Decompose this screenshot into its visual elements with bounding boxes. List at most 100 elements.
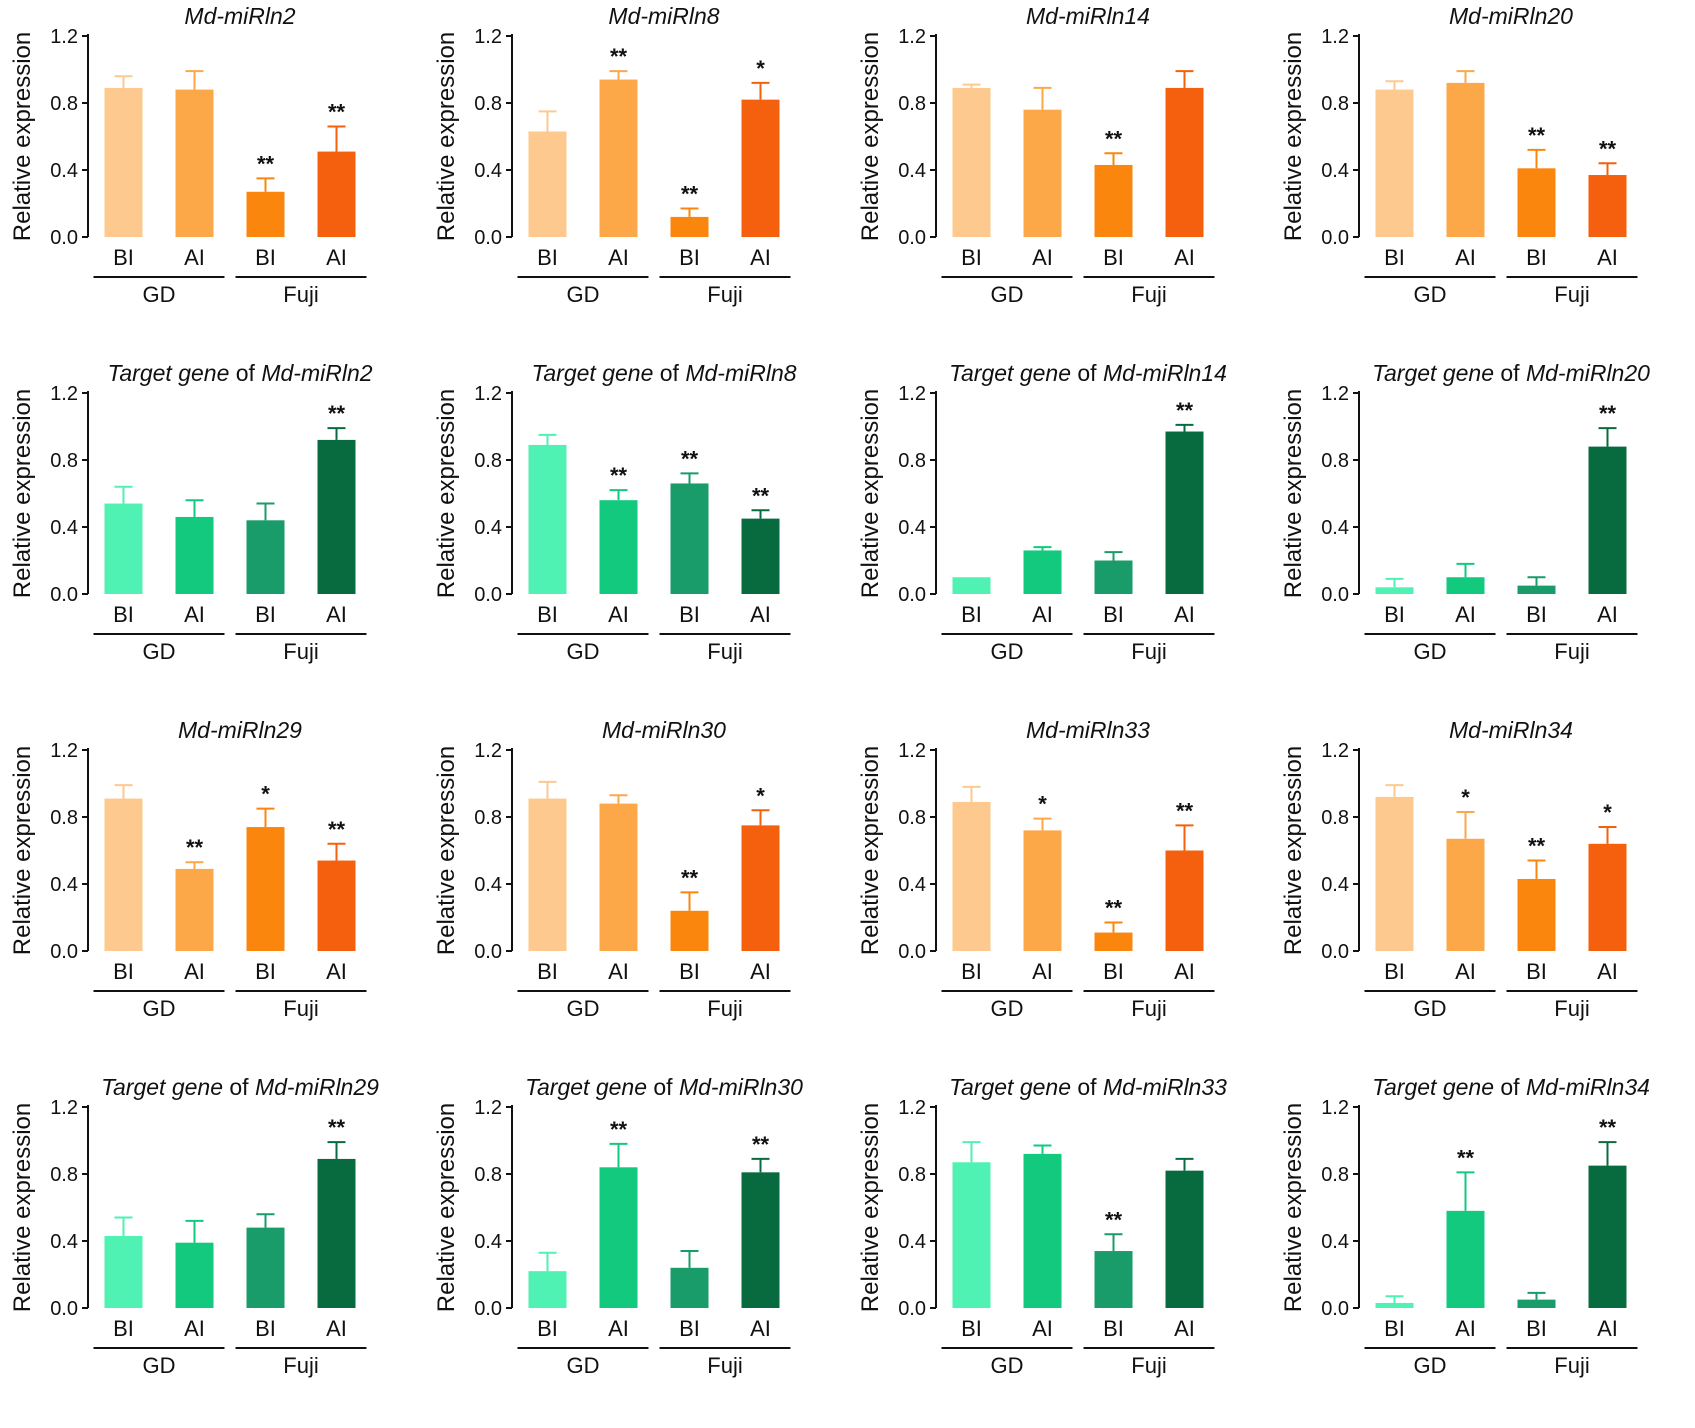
y-axis-label: Relative expression: [433, 1103, 460, 1312]
bar-chart: Target gene of Md-miRln34 Relative expres…: [1280, 1074, 1650, 1378]
chart-title: Target gene of Md-miRln2: [107, 360, 372, 386]
x-tick-label: AI: [1455, 245, 1476, 270]
bar: [1094, 164, 1132, 237]
y-tick-label: 0.4: [898, 874, 926, 896]
bar-chart: Target gene of Md-miRln29 Relative expres…: [9, 1074, 379, 1378]
chart-title-of: of: [223, 1074, 255, 1100]
bar: [599, 500, 638, 594]
chart-panel: Target gene of Md-miRln2 Relative express…: [0, 357, 423, 714]
chart-panel: Target gene of Md-miRln14 Relative expres…: [848, 357, 1271, 714]
y-tick-label: 0.8: [1321, 93, 1349, 115]
group-label: Fuji: [1555, 639, 1590, 664]
x-tick-label: AI: [750, 959, 771, 984]
bar: [1094, 560, 1132, 594]
chart-panel: Md-miRln14 Relative expression 0.0 0.4 0.8 1.…: [848, 0, 1271, 357]
group-label: GD: [990, 282, 1023, 307]
y-tick-label: 0.0: [898, 1298, 926, 1320]
y-tick-label: 1.2: [1321, 26, 1349, 48]
y-axis-label: Relative expression: [857, 1103, 884, 1312]
bar: [1165, 431, 1203, 594]
chart-title-of: of: [1494, 1074, 1526, 1100]
x-tick-label: BI: [255, 602, 276, 627]
group-label: Fuji: [283, 282, 318, 307]
y-tick-label: 1.2: [1321, 1097, 1349, 1119]
y-tick-label: 0.4: [1321, 517, 1349, 539]
x-tick-label: AI: [184, 245, 205, 270]
chart-title-italic: Target gene: [1372, 360, 1494, 386]
chart-title-italic: Md-miRln8: [608, 3, 719, 29]
group-label: GD: [566, 282, 599, 307]
bar: [1165, 850, 1203, 951]
x-tick-label: AI: [1032, 1316, 1053, 1341]
y-tick-label: 0.0: [474, 941, 502, 963]
bar: [670, 216, 709, 237]
significance-label: **: [328, 99, 346, 124]
chart-title-italic: Target gene: [101, 1074, 223, 1100]
significance-label: *: [756, 56, 765, 81]
significance-label: **: [681, 446, 699, 471]
bar: [175, 868, 214, 951]
bar: [952, 1162, 990, 1308]
bar: [528, 131, 567, 237]
x-tick-label: BI: [1526, 245, 1547, 270]
y-tick-label: 1.2: [1321, 383, 1349, 405]
x-tick-label: BI: [961, 959, 982, 984]
y-tick-label: 0.0: [898, 941, 926, 963]
bar-chart: Md-miRln20 Relative expression 0.0 0.4 0.8 1.…: [1280, 3, 1638, 307]
y-tick-label: 0.4: [898, 517, 926, 539]
x-tick-label: BI: [113, 1316, 134, 1341]
bar: [175, 1242, 214, 1308]
chart-title: Md-miRln30: [602, 717, 726, 743]
bar: [1375, 796, 1414, 951]
significance-label: **: [681, 865, 699, 890]
significance-label: **: [1104, 896, 1122, 921]
chart-title: Target gene of Md-miRln33: [949, 1074, 1227, 1100]
bar: [104, 1235, 143, 1308]
x-tick-label: BI: [679, 959, 700, 984]
y-axis-label: Relative expression: [433, 32, 460, 241]
x-tick-label: BI: [679, 602, 700, 627]
bar: [246, 1227, 285, 1308]
x-tick-label: BI: [255, 959, 276, 984]
significance-label: **: [328, 401, 346, 426]
x-tick-label: AI: [608, 245, 629, 270]
chart-title: Target gene of Md-miRln30: [525, 1074, 803, 1100]
bar: [1375, 89, 1414, 237]
chart-title-gene: Md-miRln29: [255, 1074, 379, 1100]
group-label: Fuji: [1131, 639, 1166, 664]
bar: [1165, 1170, 1203, 1308]
group-label: Fuji: [707, 639, 742, 664]
bar: [317, 439, 356, 594]
bar: [741, 825, 780, 951]
x-tick-label: BI: [1103, 602, 1124, 627]
significance-label: **: [1599, 136, 1617, 161]
y-tick-label: 0.4: [50, 874, 78, 896]
bar-chart: Target gene of Md-miRln8 Relative express…: [433, 360, 797, 664]
x-tick-label: BI: [255, 1316, 276, 1341]
chart-title-italic: Md-miRln29: [178, 717, 302, 743]
y-tick-label: 0.8: [1321, 1164, 1349, 1186]
bar: [741, 99, 780, 238]
group-label: GD: [990, 996, 1023, 1021]
x-tick-label: BI: [961, 602, 982, 627]
x-tick-label: BI: [537, 245, 558, 270]
x-tick-label: BI: [679, 1316, 700, 1341]
y-tick-label: 0.0: [1321, 227, 1349, 249]
chart-title: Target gene of Md-miRln8: [531, 360, 796, 386]
y-tick-label: 0.8: [898, 450, 926, 472]
chart-title-italic: Md-miRln2: [184, 3, 295, 29]
chart-title: Md-miRln14: [1026, 3, 1150, 29]
x-tick-label: AI: [1032, 602, 1053, 627]
bar: [1094, 1251, 1132, 1308]
group-label: Fuji: [707, 1353, 742, 1378]
x-tick-label: BI: [537, 602, 558, 627]
y-tick-label: 0.8: [1321, 807, 1349, 829]
significance-label: **: [610, 44, 628, 69]
group-label: Fuji: [707, 282, 742, 307]
y-tick-label: 1.2: [474, 740, 502, 762]
y-tick-label: 1.2: [898, 740, 926, 762]
group-label: Fuji: [1555, 996, 1590, 1021]
y-tick-label: 1.2: [474, 383, 502, 405]
bar: [104, 503, 143, 594]
significance-label: **: [1175, 398, 1193, 423]
